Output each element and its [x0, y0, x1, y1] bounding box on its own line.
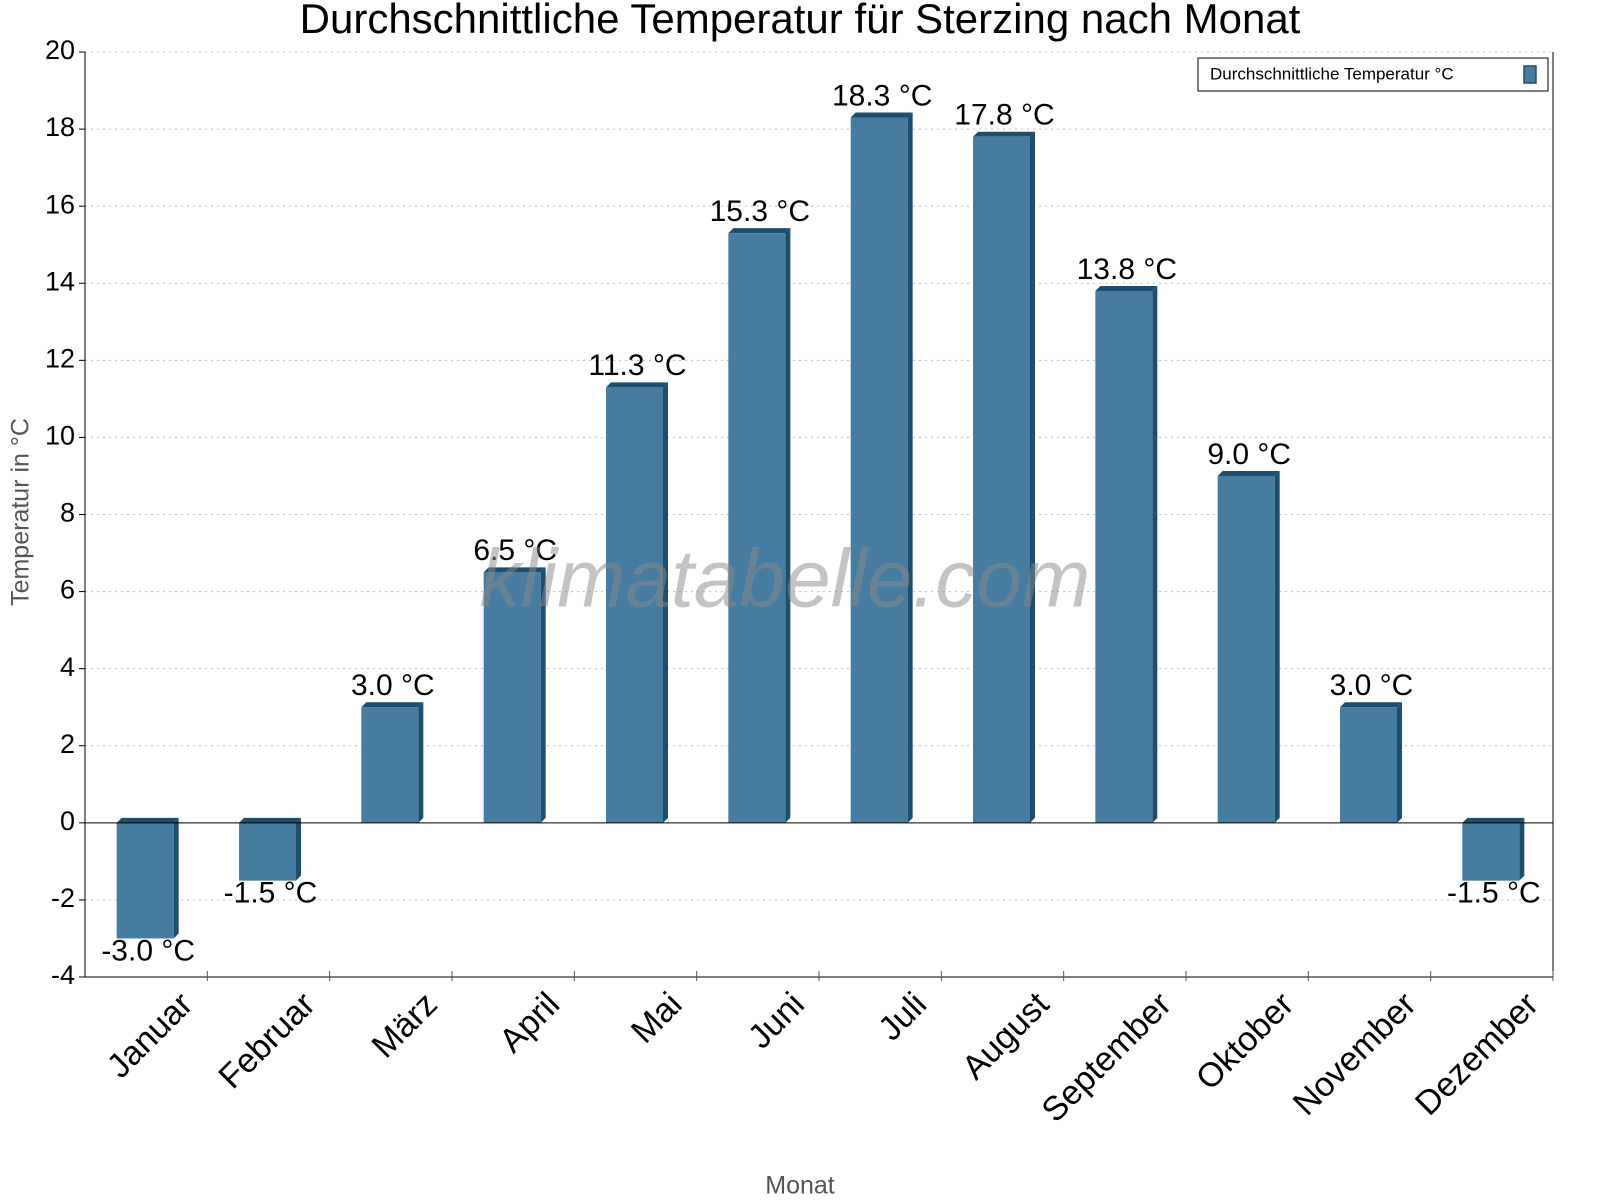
- bar-top: [728, 228, 791, 234]
- bar-side: [1030, 131, 1035, 823]
- y-tick-label: 14: [45, 266, 75, 296]
- y-tick-label: 0: [60, 806, 75, 836]
- bar-top: [973, 131, 1035, 137]
- bar-top: [1217, 470, 1280, 476]
- bar: [850, 117, 908, 823]
- y-tick-label: 4: [60, 652, 75, 682]
- bar: [116, 822, 174, 939]
- bar-side: [173, 817, 179, 939]
- bar-top: [850, 112, 913, 118]
- y-tick-label: 2: [60, 729, 75, 759]
- bar: [1217, 475, 1275, 823]
- bar: [239, 822, 296, 881]
- value-label: 3.0 °C: [1330, 669, 1414, 702]
- y-tick-label: 6: [60, 575, 75, 605]
- y-tick-label: -4: [51, 960, 75, 990]
- bar-side: [418, 702, 424, 823]
- bar-top: [116, 817, 179, 823]
- bar: [361, 707, 419, 823]
- bar: [728, 233, 786, 823]
- bar: [606, 387, 663, 823]
- bar-side: [1152, 285, 1158, 823]
- value-label: 9.0 °C: [1207, 438, 1291, 471]
- value-label: 6.5 °C: [473, 534, 557, 567]
- y-axis-title: Temperatur in °C: [7, 418, 35, 606]
- bar: [1340, 707, 1397, 823]
- y-tick-label: 16: [45, 189, 75, 219]
- y-tick-label: -2: [51, 883, 75, 913]
- value-label: 13.8 °C: [1077, 253, 1177, 286]
- value-label: -1.5 °C: [1447, 877, 1541, 910]
- value-label: -3.0 °C: [101, 934, 195, 967]
- watermark: klimatabelle.com: [480, 534, 1091, 625]
- value-label: 15.3 °C: [710, 195, 810, 228]
- bar-side: [907, 112, 913, 823]
- bar: [1462, 822, 1520, 881]
- bar-top: [606, 382, 668, 388]
- bar-side: [296, 817, 301, 881]
- bar-side: [785, 228, 791, 823]
- y-tick-label: 8: [60, 498, 75, 528]
- value-label: 3.0 °C: [351, 669, 435, 702]
- bar-side: [1519, 817, 1525, 881]
- y-tick-label: 20: [45, 35, 75, 65]
- chart-title: Durchschnittliche Temperatur für Sterzin…: [300, 0, 1301, 42]
- x-axis-title: Monat: [765, 1172, 835, 1200]
- bar-side: [663, 382, 668, 823]
- value-label: -1.5 °C: [224, 877, 318, 910]
- bar-top: [239, 817, 301, 823]
- bar: [1095, 290, 1153, 823]
- bar-side: [1274, 470, 1280, 823]
- value-label: 11.3 °C: [588, 349, 686, 382]
- y-tick-label: 18: [45, 112, 75, 142]
- bar-side: [540, 567, 546, 823]
- bar-top: [1095, 285, 1158, 291]
- legend-label: Durchschnittliche Temperatur °C: [1210, 64, 1454, 83]
- y-tick-label: 12: [45, 343, 75, 373]
- bar: [973, 136, 1030, 823]
- value-label: 18.3 °C: [832, 79, 932, 112]
- bar-top: [1340, 702, 1402, 708]
- bar-side: [1397, 702, 1402, 823]
- legend-swatch: [1523, 65, 1537, 84]
- bar: [483, 572, 541, 823]
- legend-box: [1197, 57, 1549, 92]
- y-tick-label: 10: [45, 421, 75, 451]
- bar-top: [361, 702, 424, 708]
- value-label: 17.8 °C: [954, 99, 1054, 132]
- bar-top: [1462, 817, 1525, 823]
- bar-top: [483, 567, 546, 573]
